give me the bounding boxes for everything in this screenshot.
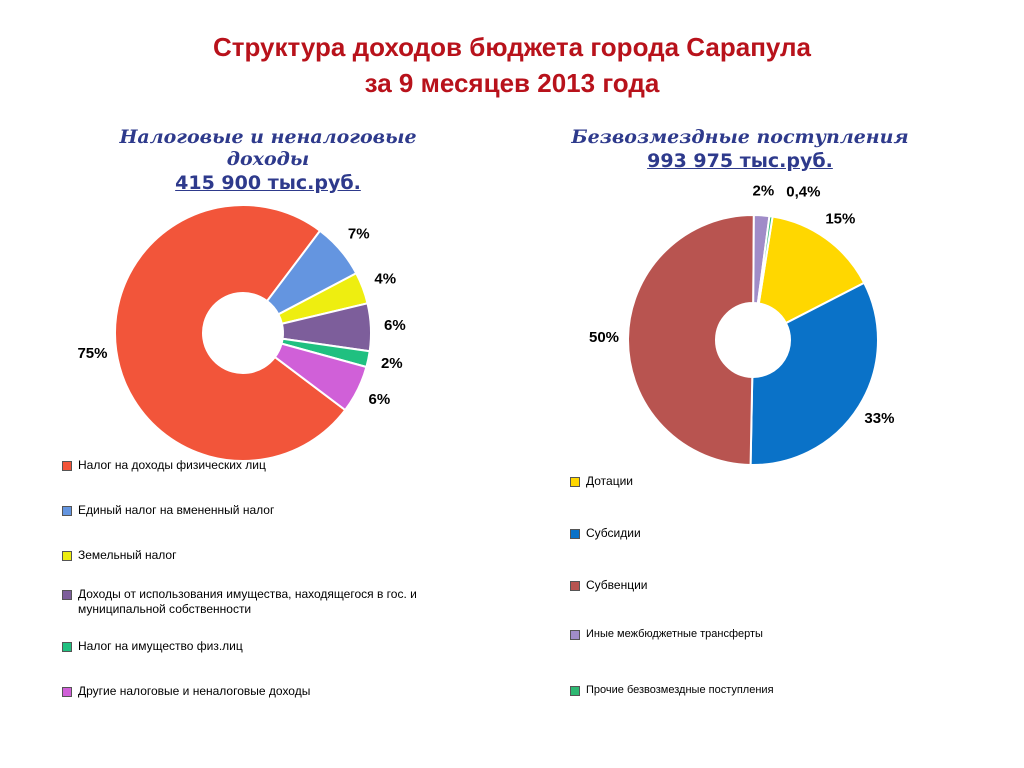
- legend-swatch: [62, 590, 72, 600]
- slice: [627, 214, 755, 466]
- legend-label: Другие налоговые и неналоговые доходы: [78, 684, 311, 698]
- chart-title: Безвозмездные поступления: [571, 126, 909, 148]
- legend-entry: Субвенции: [570, 578, 870, 593]
- legend-swatch: [570, 630, 580, 640]
- legend-swatch: [570, 477, 580, 487]
- legend-label: Иные межбюджетные трансферты: [586, 628, 763, 640]
- legend-entry: Доходы от использования имущества, наход…: [62, 587, 482, 617]
- legend-label: Единый налог на вмененный налог: [78, 503, 275, 517]
- legend-label: Субсидии: [586, 526, 641, 540]
- slice: [757, 215, 866, 325]
- legend-entry: Земельный налог: [62, 548, 482, 563]
- data-label: 2%: [752, 182, 774, 199]
- legend-swatch: [570, 686, 580, 696]
- legend-entry: Другие налоговые и неналоговые доходы: [62, 684, 482, 699]
- data-label: 33%: [864, 410, 894, 427]
- legend-swatch: [62, 642, 72, 652]
- legend-entry: Единый налог на вмененный налог: [62, 503, 482, 518]
- legend-swatch: [62, 687, 72, 697]
- chart-subtitle: 993 975 тыс.руб.: [647, 150, 833, 172]
- legend-entry: Субсидии: [570, 526, 870, 541]
- chart-title-block: Безвозмездные поступления 993 975 тыс.ру…: [540, 126, 940, 173]
- title-line: за 9 месяцев 2013 года: [364, 68, 660, 98]
- data-label: 0,4%: [786, 184, 820, 201]
- legend-swatch: [62, 551, 72, 561]
- legend-label: Дотации: [586, 474, 633, 488]
- legend-entry: Иные межбюджетные трансферты: [570, 627, 870, 642]
- chart-title-block: Налоговые и неналоговые доходы 415 900 т…: [98, 126, 438, 195]
- legend-label: Налог на доходы физических лиц: [78, 458, 266, 472]
- chart-subtitle: 415 900 тыс.руб.: [175, 172, 361, 194]
- slice: [749, 281, 879, 466]
- slice: [756, 214, 774, 305]
- legend-label: Прочие безвозмездные поступления: [586, 684, 774, 696]
- legend-swatch: [570, 529, 580, 539]
- legend-entry: Налог на имущество физ.лиц: [62, 639, 482, 654]
- slice: [114, 204, 347, 462]
- chart-title: Налоговые и неналоговые доходы: [119, 126, 417, 170]
- legend-entry: Дотации: [570, 474, 870, 489]
- data-label: 4%: [374, 270, 396, 287]
- data-label: 15%: [825, 210, 855, 227]
- legend-swatch: [62, 506, 72, 516]
- data-label: 2%: [381, 355, 403, 372]
- slice: [273, 342, 368, 412]
- legend-entry: Прочие безвозмездные поступления: [570, 683, 870, 698]
- data-label: 6%: [384, 317, 406, 334]
- legend-label: Доходы от использования имущества, наход…: [78, 587, 417, 616]
- title-line: Структура доходов бюджета города Сарапул…: [213, 32, 811, 62]
- legend-label: Налог на имущество физ.лиц: [78, 639, 243, 653]
- legend-swatch: [570, 581, 580, 591]
- data-label: 75%: [77, 345, 107, 362]
- data-label: 6%: [369, 391, 391, 408]
- data-label: 50%: [589, 329, 619, 346]
- legend-label: Земельный налог: [78, 548, 177, 562]
- legend-label: Субвенции: [586, 578, 648, 592]
- legend-swatch: [62, 461, 72, 471]
- legend-entry: Налог на доходы физических лиц: [62, 458, 482, 473]
- data-label: 7%: [348, 225, 370, 242]
